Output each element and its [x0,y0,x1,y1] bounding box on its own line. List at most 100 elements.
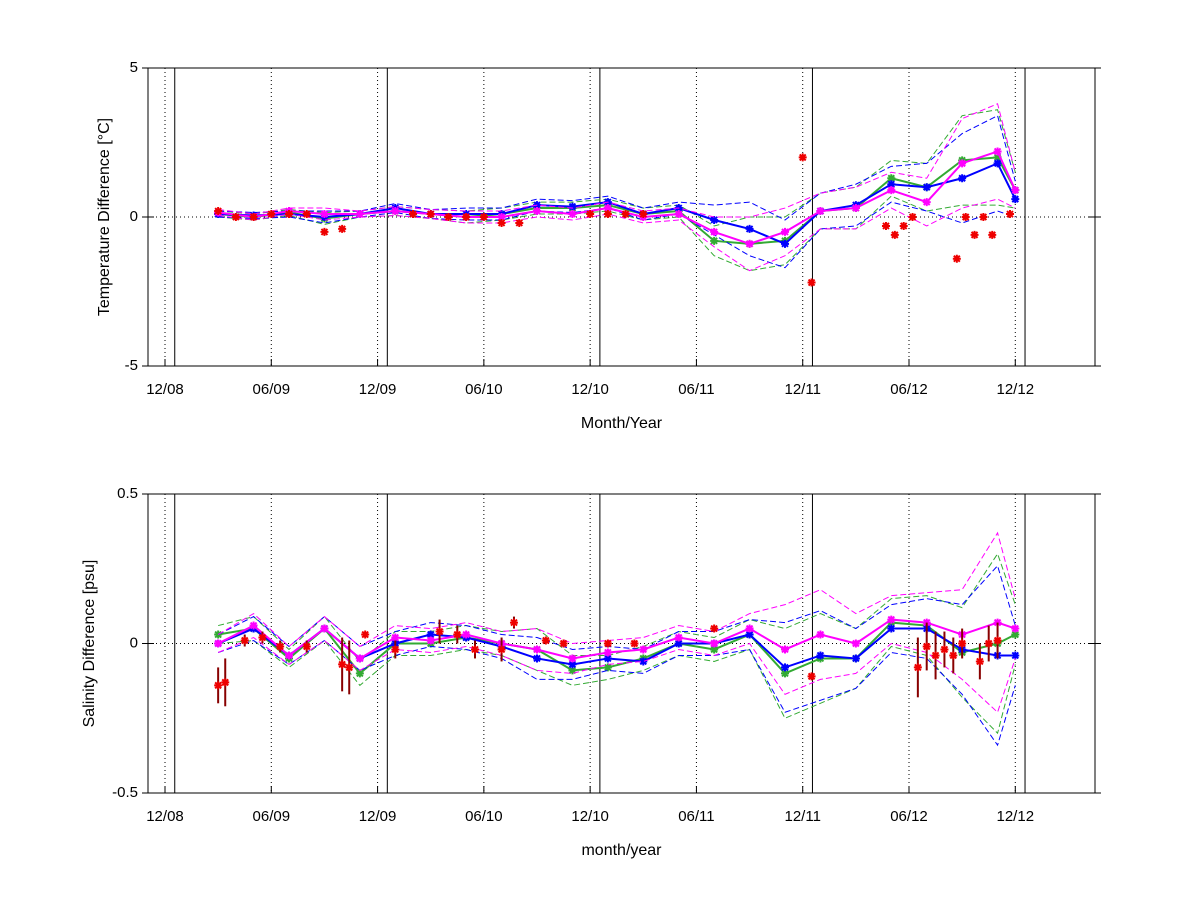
marker [975,657,984,666]
marker [745,224,754,233]
marker [639,210,648,219]
marker [851,654,860,663]
y-tick-label: -5 [125,357,138,374]
x-axis-label: Month/Year [581,415,663,432]
marker [958,639,967,648]
marker [249,621,258,630]
x-tick-label: 12/12 [997,381,1035,398]
marker [214,681,223,690]
lower-envelope [218,198,1016,272]
marker [781,239,790,248]
marker [621,210,630,219]
marker [320,624,329,633]
upper-envelope [218,103,1016,218]
marker [984,639,993,648]
marker [302,642,311,651]
marker [568,660,577,669]
marker [249,213,258,221]
marker [674,639,683,648]
marker [391,645,400,654]
marker [710,645,719,654]
marker [993,147,1002,156]
marker [426,630,435,639]
marker [1011,186,1020,195]
x-tick-label: 06/11 [678,381,714,398]
marker [952,254,961,263]
marker [258,633,267,642]
marker [710,624,719,633]
marker [320,227,329,236]
marker [231,213,240,221]
marker [568,202,577,211]
marker [214,639,223,648]
marker [816,630,825,639]
y-tick-label: 5 [130,59,138,76]
x-tick-label: 12/11 [784,808,820,825]
marker [221,678,230,687]
x-tick-label: 12/08 [146,381,184,398]
marker [240,636,249,645]
y-tick-label: 0.5 [117,485,138,502]
marker [988,230,997,239]
marker [1011,651,1020,660]
marker [471,645,480,654]
marker [781,227,790,236]
marker [922,642,931,651]
x-tick-label: 12/12 [997,808,1035,825]
marker [816,651,825,660]
marker [285,210,294,219]
marker [993,159,1002,168]
x-tick-label: 12/09 [359,808,397,825]
marker [603,210,612,219]
marker [961,213,970,221]
marker [745,624,754,633]
marker [479,213,488,221]
marker [533,654,542,663]
marker [851,204,860,213]
marker [881,221,890,230]
marker [674,210,683,219]
marker [559,639,568,648]
marker [890,230,899,239]
plot-frame [147,493,1096,794]
marker [674,633,683,642]
marker [338,224,347,233]
marker [958,159,967,168]
marker [462,213,471,221]
marker [345,663,354,672]
marker [603,648,612,657]
marker [603,639,612,648]
lower-envelope [217,639,1016,747]
marker [710,227,719,236]
marker [541,636,550,645]
marker [887,186,896,195]
marker [497,218,506,227]
marker [391,633,400,642]
marker [887,615,896,624]
x-tick-label: 12/08 [146,808,184,825]
marker [533,207,542,216]
x-tick-label: 12/10 [571,381,609,398]
marker [320,210,329,219]
y-axis-label: Temperature Difference [°C] [96,118,113,316]
marker [568,210,577,219]
panel: 12/08 06/09 12/09 06/10 12/10 06/11 12/11 06/12… [81,485,1101,859]
x-tick-label: 06/10 [465,808,503,825]
marker [940,645,949,654]
marker [435,627,444,636]
marker [908,213,917,221]
marker [509,618,518,627]
x-tick-label: 12/10 [571,808,609,825]
marker [338,660,347,669]
marker [409,210,418,219]
marker [798,153,807,162]
x-tick-label: 06/11 [678,808,714,825]
marker [426,210,435,219]
marker [639,645,648,654]
x-tick-label: 12/09 [359,381,397,398]
marker [1011,624,1020,633]
plot-frame [147,67,1096,367]
x-axis-label: month/year [581,842,662,859]
marker [267,210,276,219]
